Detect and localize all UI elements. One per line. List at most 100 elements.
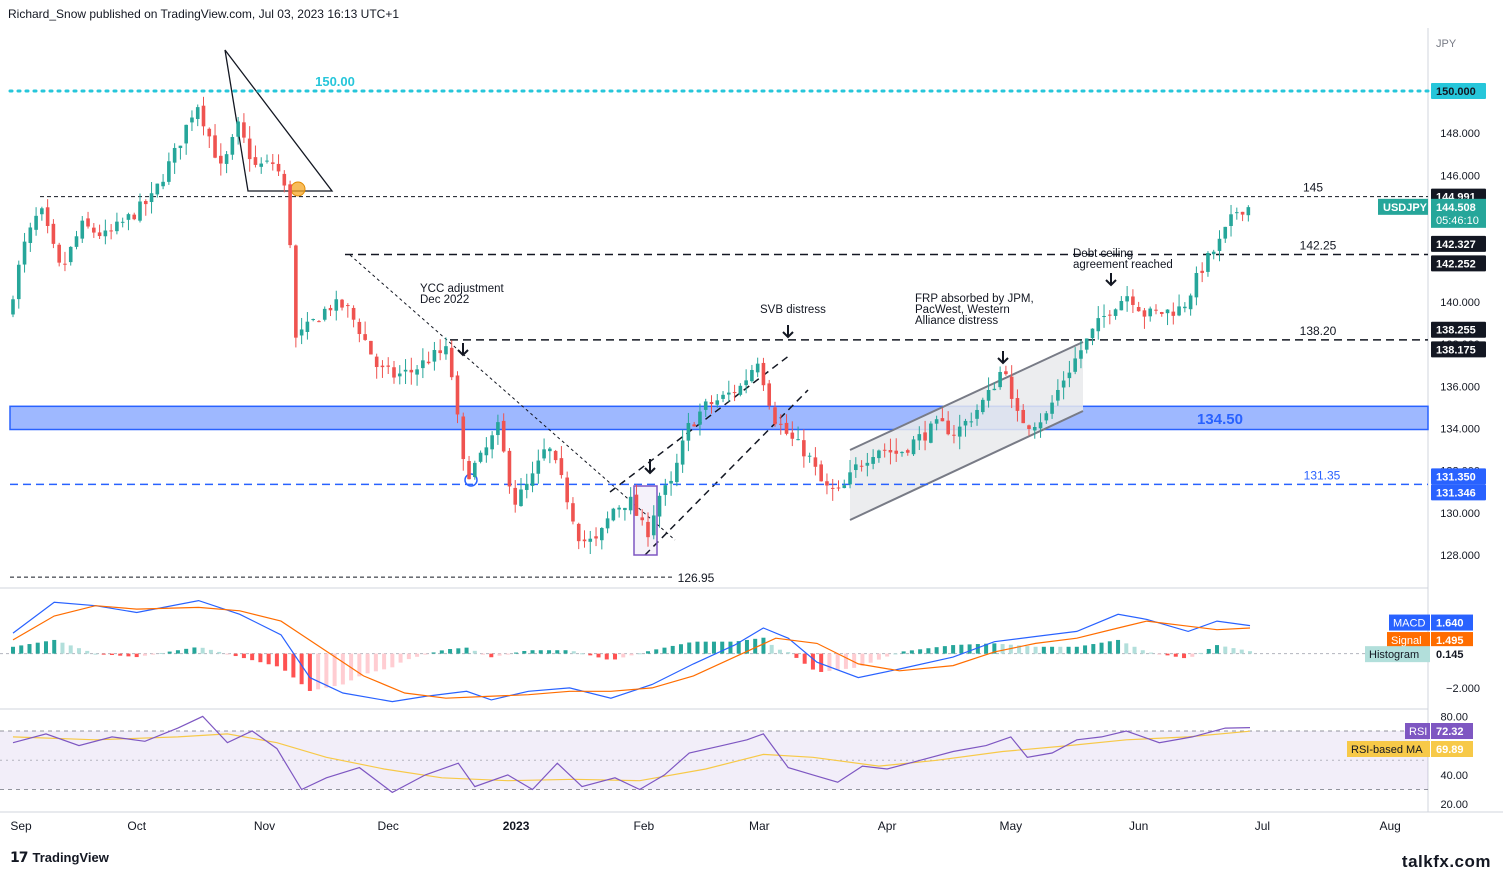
candles-layer (11, 96, 1251, 555)
rising-channel-upper-line (849, 341, 1084, 451)
macd-histogram-bar (786, 652, 791, 654)
candle-body (576, 523, 581, 542)
level-label-150-00: 150.00 (315, 74, 355, 89)
price-tag-text: 138.255 (1436, 325, 1476, 337)
candle-body (628, 496, 633, 511)
price-tag-text: 142.252 (1436, 258, 1476, 270)
breakout-arrowhead-icon (644, 467, 656, 475)
price-tag-text: 142.327 (1436, 239, 1476, 251)
time-axis-label: Feb (634, 819, 655, 833)
candle-body (322, 308, 327, 320)
currency-label: JPY (1436, 38, 1457, 50)
candle-body (259, 163, 264, 167)
candle-body (45, 207, 50, 226)
candle-body (738, 385, 743, 395)
candle-body (426, 361, 431, 364)
price-tag (1431, 255, 1486, 272)
signal-line (12, 605, 1251, 699)
macd-histogram-bar (1149, 652, 1154, 654)
candle-body (328, 307, 333, 311)
rsi-axis-tick: 80.00 (1440, 711, 1468, 723)
candle-body (80, 220, 85, 239)
candle-body (830, 487, 835, 489)
candle-body (253, 157, 258, 165)
candle-body (778, 423, 783, 425)
candle-body (796, 439, 800, 441)
candle-body (640, 517, 645, 521)
candle-body (63, 263, 67, 265)
histogram-value-bg (1431, 646, 1473, 663)
candle-body (675, 462, 679, 483)
candle-body (1142, 310, 1147, 317)
rsi-axis-tick: 40.00 (1440, 770, 1468, 782)
annotation-arrowhead-icon (457, 349, 469, 357)
macd-axis-tick: −2.000 (1446, 683, 1480, 695)
time-axis[interactable]: Sep Oct Nov Dec 2023 Feb Mar Apr May Jun Jul Aug (10, 819, 1401, 833)
candle-body (1194, 272, 1199, 298)
candle-body (969, 421, 974, 423)
macd-histogram-bar (1000, 644, 1005, 654)
price-tag (1431, 484, 1486, 501)
annotation-text: FRP absorbed by JPM, (915, 293, 1034, 305)
annotation-text: YCC adjustment (420, 283, 505, 295)
candle-body (524, 483, 529, 490)
candle-body (351, 307, 356, 320)
candle-body (207, 128, 212, 137)
macd-histogram-bar (93, 653, 98, 655)
macd-histogram-bar (613, 653, 618, 660)
price-axis[interactable]: JPY 150.000148.000146.000144.000142.0001… (1378, 38, 1486, 562)
macd-histogram-bar (1239, 649, 1244, 654)
candle-body (496, 422, 500, 436)
candle-body (1131, 296, 1135, 305)
time-axis-label: Mar (749, 819, 770, 833)
macd-histogram-bar (134, 653, 139, 658)
candle-body (317, 321, 321, 323)
macd-histogram-bar (860, 653, 865, 666)
tradingview-logo[interactable]: 𝟭𝟳 TradingView (10, 849, 109, 866)
candle-body (600, 528, 604, 541)
macd-histogram-bar (167, 651, 172, 654)
candle-body (120, 221, 125, 223)
candle-body (1108, 314, 1112, 316)
macd-histogram-bar (109, 653, 114, 656)
rsi-pane: 80.00 40.00 20.00 RSI 72.32 RSI-based MA 69.89 (0, 711, 1473, 811)
candle-body (934, 419, 939, 424)
triangle-breakout-marker (290, 181, 306, 197)
candle-body (149, 193, 154, 203)
candle-body (357, 321, 362, 335)
candle-body (455, 375, 460, 415)
candle-body (1096, 318, 1101, 332)
annotation-arrowhead-icon (997, 357, 1009, 365)
macd-histogram-bar (975, 644, 980, 654)
publisher-header: Richard_Snow published on TradingView.co… (8, 7, 400, 21)
rsi-ma-value: 69.89 (1436, 744, 1464, 756)
macd-histogram-bar (654, 649, 659, 654)
macd-histogram-bar (736, 641, 741, 654)
support-touch-marker (464, 473, 478, 487)
level-label-145: 145 (1303, 181, 1323, 195)
macd-histogram-bar (43, 641, 48, 654)
candle-body (421, 360, 425, 369)
candle-body (490, 435, 494, 450)
candle-body (109, 230, 113, 232)
time-axis-label: Nov (254, 819, 275, 833)
macd-histogram-bar (777, 649, 782, 654)
candle-body (409, 369, 414, 373)
time-axis-label: May (1000, 819, 1023, 833)
candle-body (311, 319, 315, 321)
candle-body (305, 321, 310, 332)
macd-histogram-bar (885, 653, 890, 657)
macd-histogram-bar (1223, 646, 1228, 654)
macd-histogram-bar (893, 653, 898, 655)
macd-histogram-bar (68, 645, 73, 654)
support-zone-label: 134.50 (1197, 411, 1243, 428)
macd-histogram-bar (934, 647, 939, 654)
candle-body (761, 362, 766, 386)
candle-body (270, 162, 275, 164)
candle-body (807, 455, 812, 457)
macd-histogram-bar (571, 651, 576, 654)
time-axis-label: 2023 (503, 819, 530, 833)
candle-body (859, 465, 864, 467)
